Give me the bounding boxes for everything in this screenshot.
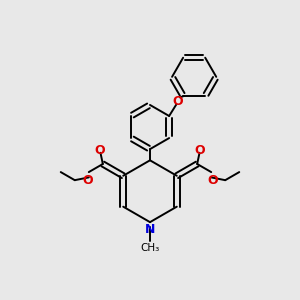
Text: N: N (145, 223, 155, 236)
Text: O: O (82, 174, 93, 188)
Text: O: O (207, 174, 218, 188)
Text: CH₃: CH₃ (140, 243, 160, 253)
Text: O: O (195, 144, 206, 157)
Text: O: O (172, 95, 183, 108)
Text: O: O (94, 144, 105, 157)
